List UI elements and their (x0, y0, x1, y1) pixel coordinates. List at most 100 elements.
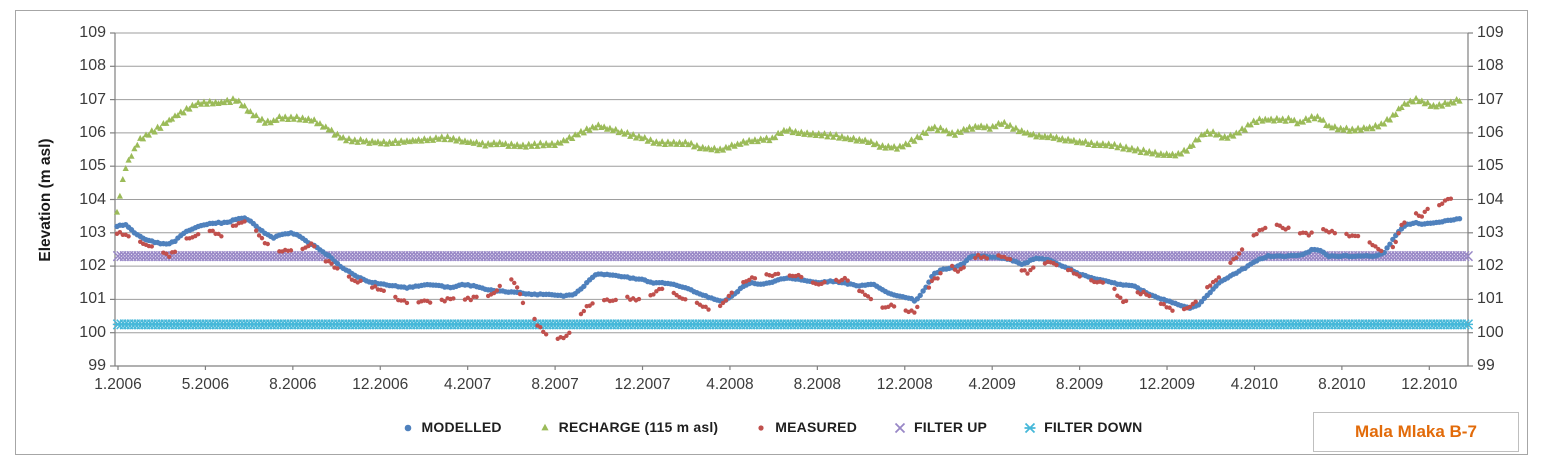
triangle-marker (1354, 124, 1362, 131)
point-marker (935, 276, 940, 281)
point-marker (538, 325, 543, 330)
star-marker (1462, 319, 1474, 330)
triangle-marker (1035, 131, 1043, 138)
legend-label: FILTER DOWN (1044, 419, 1143, 435)
point-marker (564, 333, 569, 338)
triangle-marker (392, 137, 399, 144)
triangle-marker (850, 134, 857, 141)
triangle-marker (1410, 98, 1417, 105)
triangle-marker (609, 127, 616, 134)
triangle-marker (1247, 121, 1254, 128)
point-marker (265, 241, 270, 247)
triangle-marker (241, 102, 248, 109)
triangle-marker (235, 97, 242, 104)
point-marker (1355, 233, 1361, 239)
point-marker (984, 256, 990, 261)
point-marker (1367, 240, 1372, 245)
triangle-marker (975, 123, 982, 130)
triangle-marker (798, 128, 805, 135)
point-marker (1402, 220, 1407, 225)
triangle-marker (224, 96, 231, 103)
point-marker (1373, 244, 1378, 249)
triangle-marker (1256, 115, 1263, 122)
triangle-marker (543, 140, 550, 146)
triangle-marker (847, 136, 854, 143)
triangle-marker (1392, 111, 1399, 117)
triangle-marker (812, 132, 819, 138)
triangle-marker (525, 140, 532, 147)
triangle-marker (664, 138, 672, 145)
triangle-marker (374, 138, 382, 145)
point-marker (1234, 255, 1239, 261)
point-marker (1007, 257, 1013, 262)
triangle-marker (835, 134, 843, 141)
triangle-marker (899, 143, 906, 150)
x-tick-label: 12.2006 (352, 376, 409, 393)
triangle-marker (966, 123, 973, 130)
point-marker (543, 332, 549, 337)
triangle-marker (328, 126, 335, 133)
triangle-marker (1325, 122, 1333, 129)
triangle-marker (1146, 147, 1153, 154)
point-marker (164, 251, 169, 257)
triangle-marker (296, 116, 303, 123)
triangle-marker (276, 113, 283, 120)
triangle-marker (1204, 128, 1211, 135)
triangle-marker (1093, 140, 1101, 147)
point-marker (149, 244, 154, 249)
triangle-marker (621, 130, 628, 137)
triangle-marker (1305, 116, 1312, 123)
x-tick-label: 12.2007 (614, 376, 671, 393)
point-marker (372, 284, 378, 289)
triangle-marker (1285, 114, 1292, 121)
triangle-marker (751, 136, 759, 143)
triangle-marker (1151, 148, 1159, 155)
triangle-marker (1433, 103, 1440, 110)
x-marker (1462, 250, 1474, 262)
x-tick-label: 8.2006 (269, 376, 317, 393)
triangle-marker (882, 144, 889, 151)
triangle-marker (473, 138, 480, 145)
triangle-marker (714, 147, 721, 154)
triangle-marker (447, 136, 454, 143)
triangle-marker (1241, 126, 1249, 133)
triangle-marker (377, 140, 384, 147)
triangle-marker (792, 127, 799, 134)
triangle-marker (1143, 149, 1150, 156)
point-marker (1028, 267, 1033, 273)
point-marker (955, 269, 961, 274)
x-tick-label: 8.2010 (1318, 376, 1366, 393)
triangle-marker (348, 138, 355, 145)
point-marker (723, 298, 729, 303)
triangle-marker (1215, 131, 1222, 138)
triangle-marker (1085, 141, 1092, 148)
point-marker (509, 277, 514, 282)
triangle-marker (951, 131, 959, 138)
triangle-marker (992, 123, 999, 130)
triangle-marker (1122, 143, 1130, 150)
triangle-marker (580, 129, 587, 136)
triangle-marker (1088, 139, 1095, 146)
point-marker (517, 291, 523, 297)
x-tick-label: 4.2010 (1230, 376, 1279, 393)
x-tick-label: 8.2008 (793, 376, 842, 393)
triangle-marker (421, 135, 428, 142)
triangle-marker (1120, 145, 1127, 152)
triangle-marker (151, 128, 158, 135)
triangle-marker (1024, 129, 1031, 136)
triangle-marker (644, 137, 651, 144)
triangle-marker (922, 129, 930, 136)
point-marker (1068, 267, 1074, 273)
triangle-marker (647, 136, 654, 143)
triangle-marker (711, 144, 718, 151)
triangle-marker (258, 115, 266, 122)
triangle-marker (450, 134, 457, 141)
point-marker (288, 248, 294, 253)
triangle-marker (366, 139, 373, 146)
triangle-marker (1033, 133, 1040, 140)
point-marker (259, 235, 265, 241)
triangle-marker (363, 137, 370, 144)
point-marker (1141, 289, 1146, 295)
triangle-marker (476, 141, 483, 148)
y-tick-label-left: 100 (79, 323, 106, 341)
